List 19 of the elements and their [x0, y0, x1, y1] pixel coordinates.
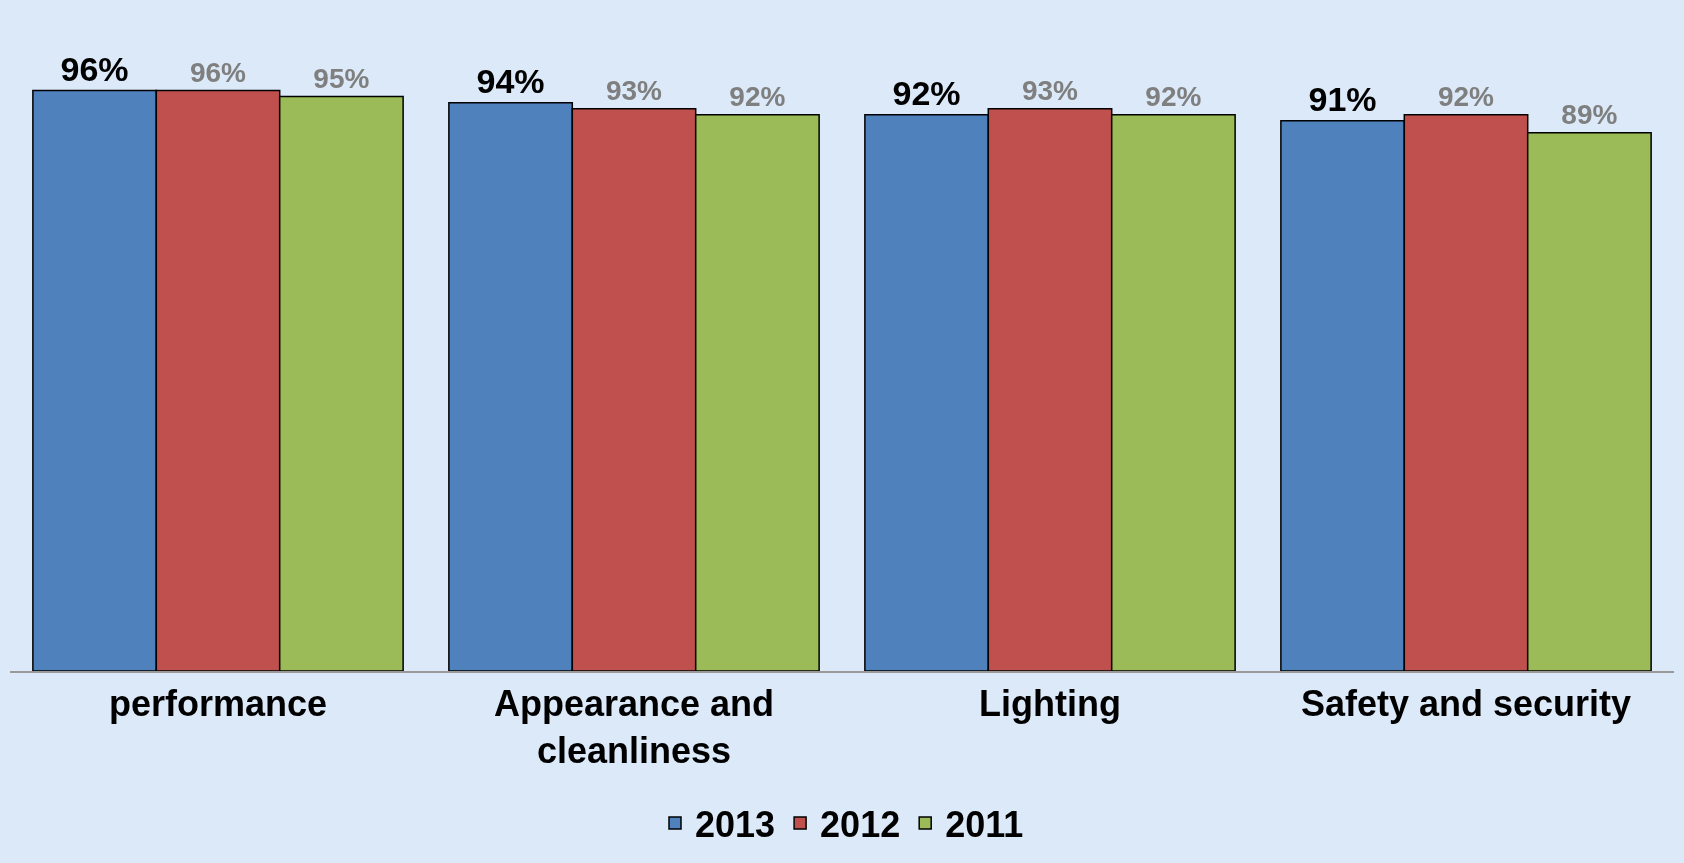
data-label: 94% [476, 61, 545, 100]
data-label: 89% [1561, 98, 1618, 130]
legend-label: 2011 [945, 804, 1024, 846]
legend-label: 2012 [820, 804, 901, 846]
data-label: 96% [60, 49, 129, 88]
data-label: 92% [892, 73, 961, 112]
data-label: 92% [1145, 80, 1202, 112]
data-label: 95% [313, 62, 370, 94]
x-tick-label: Lighting [979, 683, 1121, 725]
data-label: 92% [1437, 80, 1495, 112]
x-tick-label: Safety and security [1300, 683, 1632, 725]
data-label: 93% [1021, 74, 1079, 106]
x-tick-label: performance [108, 683, 328, 725]
data-label: 96% [189, 56, 247, 88]
data-label: 91% [1308, 79, 1377, 118]
data-label: 92% [729, 80, 786, 112]
data-label: 93% [605, 74, 663, 106]
legend-label: 2013 [695, 804, 776, 846]
x-tick-label: Appearance and cleanliness [493, 683, 775, 771]
